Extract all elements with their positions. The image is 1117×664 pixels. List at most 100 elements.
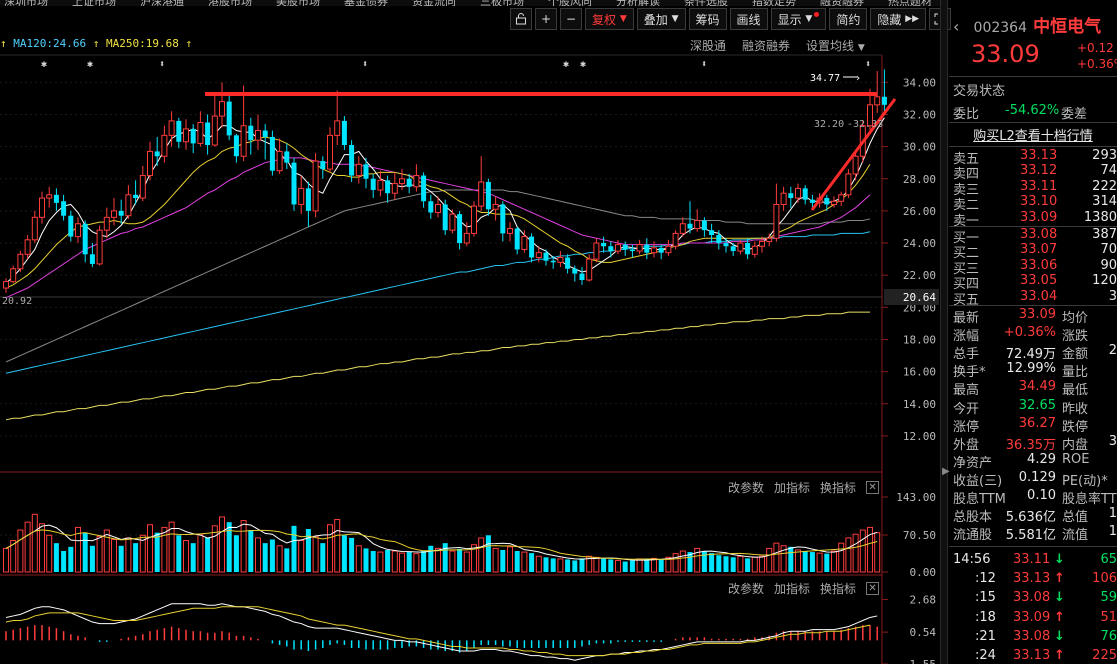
nav-item[interactable]: 个股风向 [548, 0, 592, 6]
bid-price: 33.04 [1020, 288, 1058, 304]
nav-item[interactable]: 指数走势 [752, 0, 796, 6]
nav-item[interactable]: 美股市场 [276, 0, 320, 6]
bid-row: 买二 33.07 70 [953, 242, 1117, 261]
volume-bar [391, 550, 398, 573]
close-icon[interactable]: ✕ [866, 582, 880, 595]
nav-item[interactable]: 热点题材 [888, 0, 932, 6]
close-icon[interactable]: ✕ [866, 481, 880, 494]
candle-body [284, 151, 290, 163]
tick-row: :15 33.08 ↓ 59 [953, 590, 1117, 608]
weibi-value: -54.62% [1005, 103, 1060, 118]
price-change: +0.12 [1077, 41, 1114, 55]
chip-distribution-button[interactable]: 筹码 [688, 8, 727, 30]
ask-price: 33.10 [1020, 194, 1058, 210]
candle-body [449, 213, 456, 231]
switch-indicator-button[interactable]: 换指标 [820, 582, 857, 596]
bid-label: 买四 [953, 277, 980, 293]
volume-bar [428, 545, 434, 572]
stat-label-2: 最低 [1062, 383, 1089, 399]
zoom-in-button[interactable]: + [535, 8, 557, 30]
nav-item[interactable]: 三板市场 [480, 0, 524, 6]
nav-item[interactable]: 上证市场 [72, 0, 116, 6]
candle-body [687, 223, 693, 229]
volume-bar [327, 524, 333, 573]
l2-purchase-link[interactable]: 购买L2查看十档行情 [973, 129, 1093, 144]
stat-row: 总股本 5.636亿 总值 1 [953, 506, 1117, 526]
weicha-label: 委差 [1061, 107, 1088, 122]
volume-bar [240, 520, 247, 573]
candle-body [845, 173, 852, 196]
nav-item[interactable]: 沪深港通 [140, 0, 184, 6]
candle-body [471, 205, 477, 234]
simple-mode-button[interactable]: 简约 [829, 8, 868, 30]
candle-body [751, 245, 758, 255]
volume-bar [543, 557, 549, 572]
volume-bar [478, 537, 485, 573]
stat-row: 净资产 4.29 ROE [953, 452, 1117, 471]
draw-line-button[interactable]: 画线 [729, 8, 768, 30]
volume-bar [385, 549, 391, 572]
volume-bar [535, 555, 542, 573]
candle-body [463, 232, 470, 244]
candle-body [125, 194, 132, 217]
hide-button[interactable]: 隐藏 ▶▶ [870, 8, 927, 30]
nav-item[interactable]: 基金债券 [344, 0, 388, 6]
candle-body [759, 240, 765, 247]
display-dropdown[interactable]: 显示 ▼ [770, 8, 827, 30]
ask-volume: 222 [1092, 178, 1117, 194]
volume-bar [399, 552, 405, 573]
volume-bar [435, 547, 441, 573]
candle-body [550, 260, 556, 263]
stock-header: ‹ 002364 中恒电气 [953, 12, 1117, 37]
candle-body [601, 243, 607, 247]
weibi-row: 委比 -54.62% 委差 [953, 103, 1117, 122]
candle-body [780, 192, 787, 205]
weibi-label: 委比 [953, 107, 980, 122]
stat-label: 总股本 [953, 510, 993, 526]
ask-volume: 1380 [1083, 209, 1117, 225]
candle-body [103, 216, 110, 231]
change-params-button[interactable]: 改参数 [728, 582, 765, 596]
candle-body [831, 200, 837, 205]
nav-item[interactable]: 条件选股 [684, 0, 728, 6]
ma-settings-link[interactable]: 设置均线 ▼ [806, 37, 865, 54]
switch-indicator-button[interactable]: 换指标 [820, 481, 857, 495]
price-tick-label: 30.00 [903, 141, 936, 154]
volume-bar [809, 552, 815, 572]
margin-trading-link[interactable]: 融资融券 [742, 39, 791, 53]
nav-item[interactable]: 融资融券 [820, 0, 864, 6]
nav-item[interactable]: 分析解读 [616, 0, 660, 6]
candle-body [709, 230, 715, 235]
add-indicator-button[interactable]: 加指标 [774, 481, 811, 495]
back-chevron-icon[interactable]: ‹ [953, 17, 960, 36]
volume-bar [103, 529, 110, 573]
fuquan-dropdown[interactable]: 复权 ▼ [585, 8, 634, 30]
overlay-dropdown[interactable]: 叠加 ▼ [636, 8, 686, 30]
nav-item[interactable]: 资金流向 [412, 0, 456, 6]
price-tick-label: 26.00 [903, 205, 936, 218]
candle-body [363, 164, 369, 179]
volume-bar [53, 543, 59, 572]
divider [949, 305, 1117, 306]
volume-bar [485, 535, 491, 572]
change-params-button[interactable]: 改参数 [728, 481, 765, 495]
tick-volume: 225 [1092, 648, 1117, 663]
volume-bar [305, 528, 311, 572]
candle-body [586, 258, 593, 281]
panel-splitter[interactable]: ▶ [940, 0, 950, 664]
add-indicator-button[interactable]: 加指标 [774, 582, 811, 596]
ask-volume: 314 [1092, 194, 1117, 210]
shenguton-link[interactable]: 深股通 [690, 39, 727, 53]
fuquan-label: 复权 [592, 12, 617, 27]
volume-bar [463, 551, 470, 573]
nav-item[interactable]: 港股市场 [208, 0, 252, 6]
candle-body [672, 232, 679, 247]
ma-settings-label: 设置均线 [806, 39, 855, 53]
volume-bar [406, 552, 412, 572]
lock-icon[interactable] [510, 8, 532, 30]
zoom-out-button[interactable]: − [560, 8, 582, 30]
volume-bar [867, 526, 873, 573]
nav-item[interactable]: 深圳市场 [4, 0, 48, 6]
kline-chart-area[interactable]: 34.0032.0030.0028.0026.0024.0022.0020.00… [0, 0, 940, 664]
ask-volume: 293 [1092, 148, 1117, 163]
